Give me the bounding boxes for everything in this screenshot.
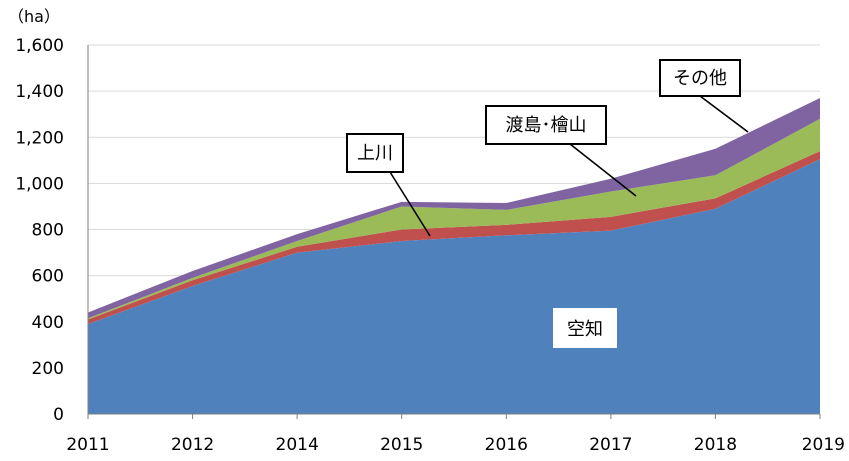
x-tick-label: 2012 xyxy=(171,435,214,455)
y-tick-label: 200 xyxy=(32,359,64,379)
y-tick-label: 1,200 xyxy=(15,128,64,148)
x-tick-label: 2016 xyxy=(485,435,528,455)
y-tick-label: 600 xyxy=(32,267,64,287)
area-series-2 xyxy=(88,151,820,325)
y-tick-label: 800 xyxy=(32,221,64,241)
y-tick-label: 1,000 xyxy=(15,174,64,194)
series-label: 空知 xyxy=(567,319,603,340)
y-tick-label: 1,600 xyxy=(15,36,64,56)
y-tick-label: 400 xyxy=(32,313,64,333)
area-series-3 xyxy=(88,118,820,320)
y-unit-label: （ha） xyxy=(8,7,60,26)
x-tick-label: 2011 xyxy=(66,435,109,455)
x-tick-label: 2015 xyxy=(380,435,423,455)
area-series-1 xyxy=(88,159,820,414)
callout-box xyxy=(485,105,607,145)
callout-leader-line xyxy=(699,95,749,133)
x-tick-labels: 2011 2012 2014 2015 2016 2017 2018 2019 xyxy=(66,435,845,455)
callout-leader-line xyxy=(569,143,637,197)
x-tick-label: 2019 xyxy=(802,435,845,455)
x-tick-label: 2017 xyxy=(589,435,632,455)
y-tick-label: 0 xyxy=(53,405,64,425)
area-series-4 xyxy=(88,98,820,319)
series-label: 渡島･檜山 xyxy=(506,114,587,136)
inner-label-box xyxy=(553,308,617,348)
x-tick-label: 2018 xyxy=(694,435,737,455)
callout-box xyxy=(659,59,741,97)
y-tick-labels: 0 200 400 600 800 1,000 1,200 1,400 1,600 xyxy=(15,36,64,425)
callout-box xyxy=(346,133,404,173)
y-tick-label: 1,400 xyxy=(15,82,64,102)
series-label: その他 xyxy=(673,68,727,89)
area-series xyxy=(88,98,820,414)
callout-leader-line xyxy=(389,171,431,237)
axes xyxy=(87,45,821,419)
x-tick-label: 2014 xyxy=(276,435,319,455)
series-label: 上川 xyxy=(357,143,393,164)
